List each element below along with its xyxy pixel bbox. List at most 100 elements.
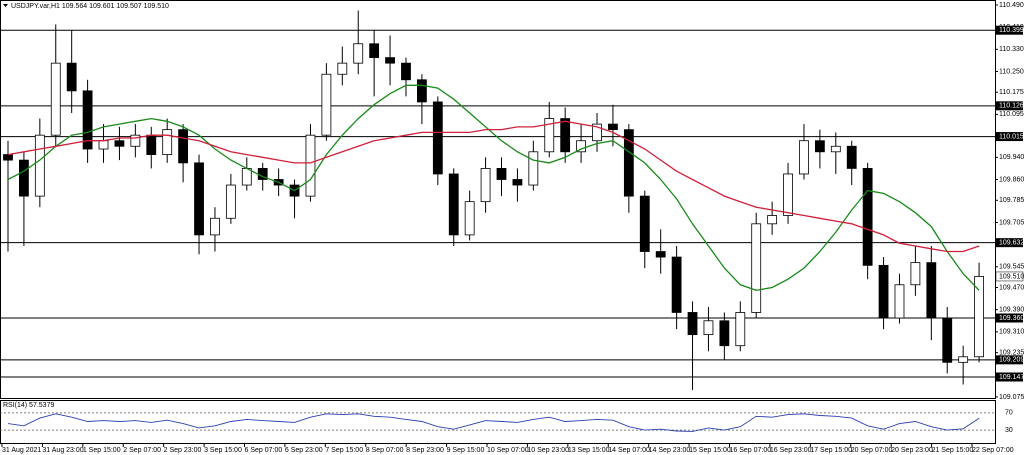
y-tick-label: 109.470 [999,284,1024,291]
level-label-box [996,25,1023,35]
x-tick-label: 14 Sep 23:00 [649,447,691,454]
x-tick-label: 16 Sep 23:00 [770,447,812,454]
candle-body [401,62,411,81]
y-tick-label: 110.330 [999,46,1024,53]
candle-body [417,79,427,103]
candle-body [194,162,204,236]
x-tick-label: 6 Sep 23:00 [285,447,323,454]
moving-average [7,120,980,253]
candle-body [369,43,380,59]
candle-body [926,262,937,319]
y-tick-label: 109.785 [999,197,1024,204]
y-tick-label: 109.545 [999,264,1024,271]
x-tick-label: 10 Sep 23:00 [527,447,569,454]
x-tick-label: 20 Sep 23:00 [891,447,933,454]
candle-body [19,159,29,197]
candle-body [910,262,921,286]
level-label: 109.147 [999,374,1024,381]
candle-body [814,140,825,153]
candle-body [225,184,236,219]
rsi-tick-label: 30 [1005,427,1013,434]
y-tick-label: 109.310 [999,329,1024,336]
current-price-label: 109.510 [999,273,1024,280]
x-tick-label: 8 Sep 23:00 [406,447,444,454]
candle-body [767,215,778,225]
candle-body [480,168,491,203]
candle-body [576,140,586,153]
candle-body [162,129,173,155]
candle-body [862,168,873,266]
moving-average [7,84,980,291]
menu-triangle [3,4,8,7]
candle-body [305,134,316,197]
level-label: 110.399 [999,27,1024,34]
candle-body [878,264,889,319]
candle-body [639,195,650,252]
x-tick-label: 15 Sep 15:00 [689,447,731,454]
x-tick-label: 8 Sep 07:00 [366,447,404,454]
level-label-box [996,101,1023,111]
y-tick-label: 109.705 [999,219,1024,226]
x-tick-label: 9 Sep 15:00 [447,447,485,454]
x-tick-label: 1 Sep 15:00 [83,447,121,454]
candle-body [432,101,443,175]
level-label: 109.209 [999,357,1024,364]
candle-body [34,134,45,197]
candle-body [321,73,332,136]
x-tick-label: 6 Sep 07:00 [245,447,283,454]
y-tick-label: 109.860 [999,176,1024,183]
candle-body [719,320,730,347]
x-tick-label: 7 Sep 15:00 [325,447,363,454]
candle-body [958,356,969,363]
level-label-box [996,355,1023,365]
candle-body [114,140,125,147]
level-label-box [996,132,1023,142]
candle-body [751,223,762,313]
rsi-tick-label: 70 [1005,410,1013,417]
main-frame [0,0,996,399]
y-tick-label: 110.250 [999,68,1024,75]
candle-body [846,145,857,169]
candle-body [464,201,475,236]
y-tick-label: 110.095 [999,111,1024,118]
x-tick-label: 31 Aug 23:00 [42,447,83,454]
candle-body [974,276,984,358]
candle-body [146,134,157,155]
level-label: 110.126 [999,103,1024,110]
candle-body [385,57,395,64]
level-label: 109.632 [999,240,1024,247]
rsi-line [7,413,980,432]
candle-body [337,62,348,75]
x-tick-label: 14 Sep 07:00 [608,447,650,454]
candle-body [608,123,618,131]
x-tick-label: 2 Sep 07:00 [123,447,161,454]
x-tick-label: 16 Sep 07:00 [730,447,772,454]
candle-body [50,62,61,136]
x-tick-label: 20 Sep 07:00 [851,447,893,454]
candle-body [512,179,523,186]
x-tick-label: 21 Sep 15:00 [932,447,974,454]
y-tick-label: 109.390 [999,307,1024,314]
candle-body [130,134,141,147]
y-tick-label: 109.940 [999,154,1024,161]
rsi-label: RSI(14) 57.5379 [3,402,54,409]
candle-body [703,320,714,336]
candle-body [496,168,507,180]
y-tick-label: 110.175 [999,89,1024,96]
x-tick-label: 31 Aug 2021 [2,447,41,454]
y-tick-label: 110.490 [999,2,1024,9]
x-tick-label: 10 Sep 07:00 [487,447,529,454]
candle-body [544,118,555,153]
candle-body [799,140,809,175]
candle-body [735,312,746,347]
y-tick-label: 109.235 [999,349,1024,356]
current-price-box [995,271,1024,282]
candle-body [178,129,189,164]
level-label-box [996,238,1023,248]
candle-body [623,129,634,197]
level-label: 110.015 [999,133,1024,140]
candle-body [687,312,698,336]
candle-body [783,173,793,216]
